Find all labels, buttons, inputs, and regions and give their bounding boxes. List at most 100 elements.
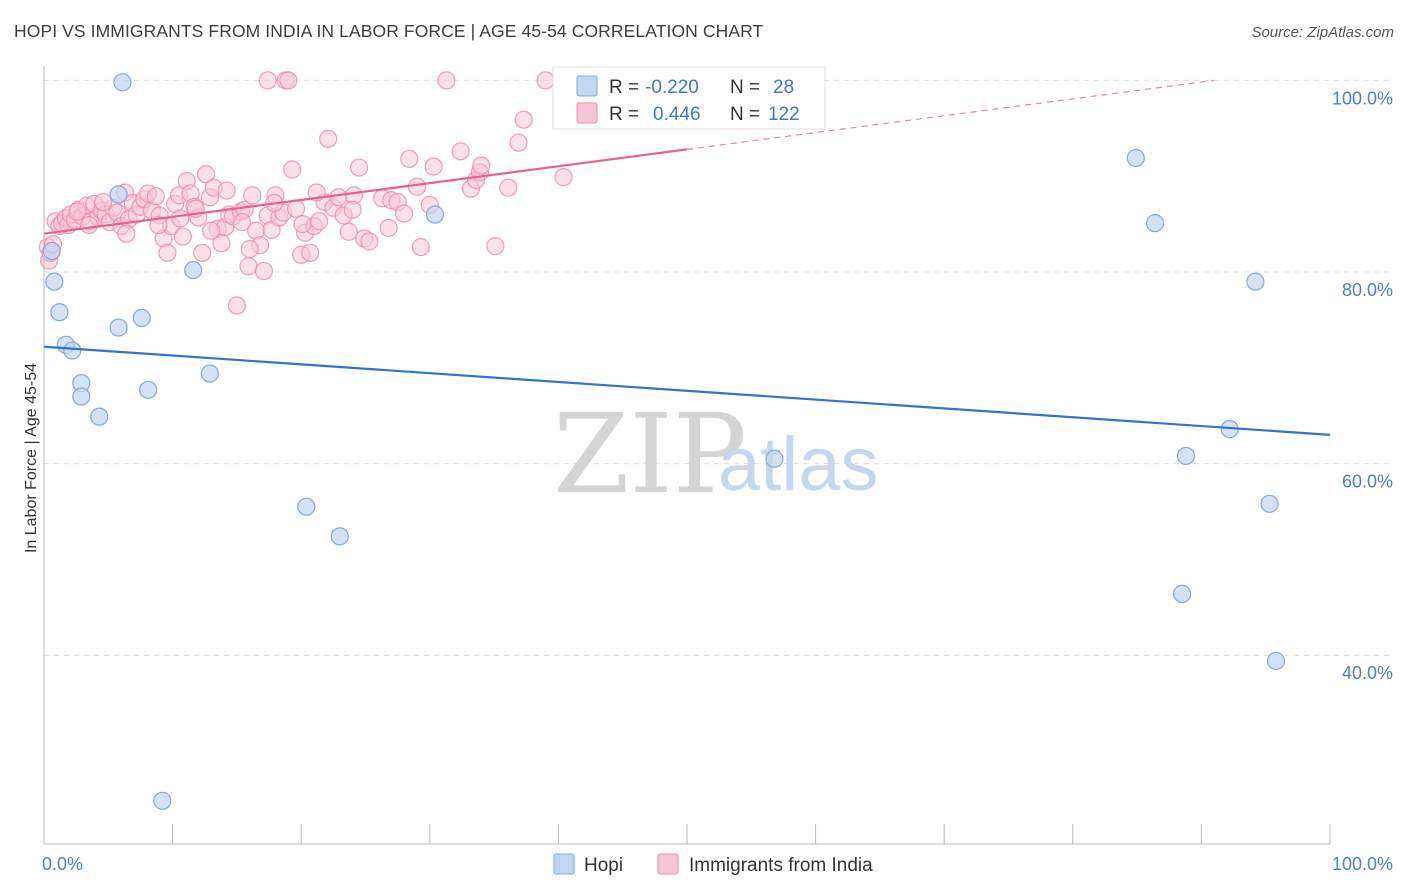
legend-india-n-label: N = [730, 104, 760, 125]
hopi-point [42, 241, 61, 261]
hopi-point [132, 308, 151, 328]
hopi-point [1266, 651, 1286, 671]
india-point [79, 215, 99, 235]
india-point [424, 157, 443, 176]
india-point [499, 178, 518, 197]
hopi-point [113, 73, 132, 92]
chart-title: HOPI VS IMMIGRANTS FROM INDIA IN LABOR F… [14, 21, 764, 41]
india-point [240, 239, 259, 259]
hopi-point [1173, 584, 1192, 603]
x-tick-label: 100.0% [1332, 854, 1393, 874]
y-tick-label: 100.0% [1332, 88, 1393, 108]
hopi-point [330, 527, 349, 546]
india-point [258, 71, 277, 90]
y-tick-label: 80.0% [1342, 280, 1393, 300]
india-point [319, 129, 338, 148]
india-point [472, 156, 491, 175]
india-point [451, 142, 470, 161]
india-point [407, 177, 427, 196]
india-point [239, 257, 258, 276]
bottom-legend-india: Immigrants from India [689, 855, 873, 876]
x-tick-labels: 0.0% 100.0% [42, 854, 1393, 874]
india-point [514, 110, 533, 129]
hopi-point [90, 407, 109, 426]
y-tick-label: 60.0% [1342, 472, 1393, 492]
legend-swatch-hopi [576, 75, 598, 97]
hopi-point [139, 380, 158, 399]
india-trend-line [43, 148, 688, 235]
india-point [279, 71, 298, 90]
y-tick-labels: 40.0% 60.0% 80.0% 100.0% [1332, 88, 1393, 683]
axes [43, 66, 1331, 845]
bottom-legend-swatch-hopi [553, 853, 575, 875]
india-point [349, 158, 369, 177]
legend-hopi-n-value: 28 [773, 77, 794, 98]
india-point [243, 186, 262, 205]
india-point [158, 243, 177, 262]
legend-hopi-r-label: R = [609, 77, 639, 98]
india-point [394, 204, 414, 223]
legend-hopi-r-value: -0.220 [645, 77, 699, 98]
india-point [94, 192, 113, 212]
india-point [360, 232, 379, 251]
hopi-point [297, 497, 316, 516]
legend-india-r-label: R = [609, 104, 639, 125]
hopi-point [1176, 446, 1196, 466]
legend-hopi-n-label: N = [730, 77, 760, 98]
hopi-point [200, 364, 219, 383]
india-point [509, 133, 528, 152]
india-point [146, 187, 165, 206]
y-axis-label: In Labor Force | Age 45-54 [23, 363, 40, 553]
india-point [293, 215, 312, 234]
india-point [400, 149, 419, 169]
y-tick-label: 40.0% [1342, 663, 1393, 683]
legend: R = -0.220 N = 28 R = 0.446 N = 122 [552, 66, 826, 130]
hopi-point [63, 341, 82, 360]
india-point [554, 168, 573, 187]
india-point [196, 165, 216, 184]
gridlines [44, 79, 1392, 656]
bottom-legend-hopi: Hopi [584, 855, 623, 876]
trend-lines [43, 79, 1331, 436]
india-point [486, 237, 505, 256]
hopi-point [45, 272, 64, 291]
india-point [301, 243, 320, 262]
hopi-point [109, 185, 128, 204]
india-point [202, 221, 221, 240]
hopi-point [1260, 494, 1279, 513]
india-point [193, 243, 212, 262]
india-point [310, 212, 329, 231]
watermark-atlas: atlas [718, 422, 879, 507]
india-point [254, 261, 274, 281]
india-point [379, 218, 398, 238]
india-point [339, 222, 358, 241]
legend-box [552, 66, 826, 130]
hopi-point [72, 387, 91, 406]
india-point [286, 199, 306, 218]
hopi-point [1246, 272, 1265, 291]
india-point [232, 213, 252, 232]
hopi-point [425, 205, 445, 224]
chart-source: Source: ZipAtlas.com [1251, 24, 1394, 41]
legend-india-r-value: 0.446 [653, 104, 701, 125]
india-point [68, 202, 87, 221]
india-point [536, 71, 555, 90]
india-point [283, 160, 302, 179]
legend-swatch-india [576, 102, 598, 124]
india-point [217, 181, 236, 200]
watermark-zip: ZIP [553, 390, 747, 518]
hopi-point [1146, 214, 1165, 233]
india-point [149, 215, 168, 235]
india-point [411, 237, 430, 257]
india-points [38, 71, 573, 315]
hopi-point [50, 303, 69, 322]
x-tick-label: 0.0% [42, 854, 83, 874]
bottom-legend: Hopi Immigrants from India [553, 853, 873, 876]
hopi-point [109, 318, 128, 337]
hopi-trend-line [43, 345, 1331, 436]
hopi-point [153, 791, 172, 810]
bottom-legend-swatch-india [657, 853, 679, 875]
india-point [117, 224, 136, 243]
india-point [437, 71, 456, 90]
